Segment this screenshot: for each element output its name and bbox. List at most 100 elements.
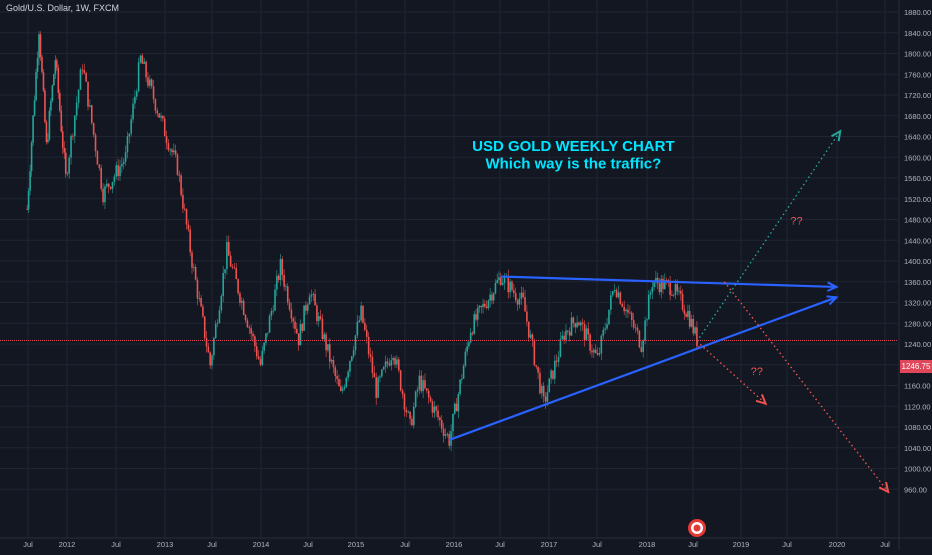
x-tick-label: Jul	[592, 540, 602, 549]
candle-body	[403, 394, 406, 410]
y-tick-label: 1440.00	[904, 236, 931, 245]
candle-body	[241, 300, 243, 303]
x-tick-label: Jul	[880, 540, 890, 549]
candle-body	[440, 420, 443, 429]
candle-body	[627, 309, 629, 313]
candle-body	[503, 276, 506, 283]
candle-body	[630, 312, 633, 321]
candle-body	[306, 304, 309, 311]
candle-body	[96, 151, 99, 165]
candle-body	[90, 105, 93, 123]
candle-body	[104, 186, 106, 203]
candle-body	[466, 346, 468, 352]
candle-body	[507, 276, 510, 293]
candle-body	[381, 369, 383, 377]
candle-body	[427, 390, 430, 398]
candle-body	[150, 79, 153, 87]
candle-body	[51, 85, 54, 101]
y-tick-label: 1640.00	[904, 133, 931, 142]
candle-body	[152, 86, 155, 100]
drawings[interactable]	[0, 129, 898, 494]
candle-body	[694, 327, 696, 334]
candle-body	[244, 314, 247, 321]
candle-body	[132, 103, 134, 120]
candle-body	[54, 60, 57, 75]
candle-body	[308, 296, 311, 305]
candle-body	[514, 293, 517, 301]
candle-body	[216, 322, 219, 324]
candle-body	[211, 355, 213, 366]
candle-body	[176, 154, 179, 175]
candle-body	[541, 386, 543, 394]
candle-body	[688, 310, 691, 327]
candle-body	[297, 333, 300, 346]
candle-body	[494, 282, 497, 294]
candle-body	[431, 401, 434, 413]
candle-body	[193, 267, 195, 268]
candle-body	[263, 342, 265, 351]
candle-body	[248, 327, 251, 329]
candle-body	[619, 292, 622, 305]
candle-body	[613, 289, 616, 292]
candle-body	[398, 359, 400, 371]
candle-body	[94, 134, 97, 152]
candle-body	[594, 349, 597, 353]
candle-body	[683, 309, 686, 314]
candle-body	[552, 370, 554, 379]
candle-body	[203, 316, 206, 339]
candle-body	[92, 122, 95, 135]
y-tick-label: 1240.00	[904, 340, 931, 349]
candle-body	[182, 194, 184, 209]
y-tick-label: 1880.00	[904, 8, 931, 17]
candle-body	[539, 372, 541, 394]
candle-body	[319, 316, 322, 319]
candle-body	[158, 113, 160, 118]
y-tick-label: 1520.00	[904, 195, 931, 204]
candle-body	[276, 275, 278, 290]
candle-body	[174, 150, 177, 155]
candle-body	[593, 349, 595, 353]
candle-body	[57, 67, 60, 93]
candle-body	[66, 173, 69, 175]
candle-body	[665, 280, 668, 281]
candle-body	[567, 330, 569, 332]
candle-body	[109, 186, 112, 189]
candle-body	[360, 305, 362, 321]
candle-body	[535, 365, 538, 367]
candle-body	[572, 317, 575, 324]
candle-body	[516, 300, 519, 305]
candle-body	[638, 330, 641, 348]
candle-body	[608, 309, 610, 325]
candle-body	[26, 209, 28, 210]
x-tick-label: 2014	[253, 540, 270, 549]
candle-body	[442, 428, 445, 436]
candle-body	[305, 305, 307, 311]
candle-body	[685, 313, 687, 317]
candle-body	[388, 363, 391, 366]
candle-body	[33, 100, 36, 116]
candle-body	[327, 344, 329, 351]
y-tick-label: 1840.00	[904, 29, 931, 38]
candle-body	[373, 373, 376, 378]
candle-body	[44, 90, 46, 123]
candle-body	[218, 310, 221, 323]
candle-body	[325, 334, 327, 351]
candle-body	[226, 241, 228, 270]
candle-body	[290, 309, 293, 319]
candle-body	[135, 91, 138, 97]
x-tick-label: 2013	[157, 540, 174, 549]
candle-body	[598, 353, 601, 355]
candle-body	[341, 388, 344, 391]
candle-body	[687, 310, 689, 317]
candle-body	[407, 411, 409, 413]
candle-body	[596, 352, 599, 355]
candle-body	[227, 241, 230, 256]
y-tick-label: 1040.00	[904, 444, 931, 453]
candle-body	[621, 304, 624, 307]
x-tick-label: 2019	[733, 540, 750, 549]
candle-body	[39, 34, 42, 57]
candle-body	[117, 165, 119, 177]
